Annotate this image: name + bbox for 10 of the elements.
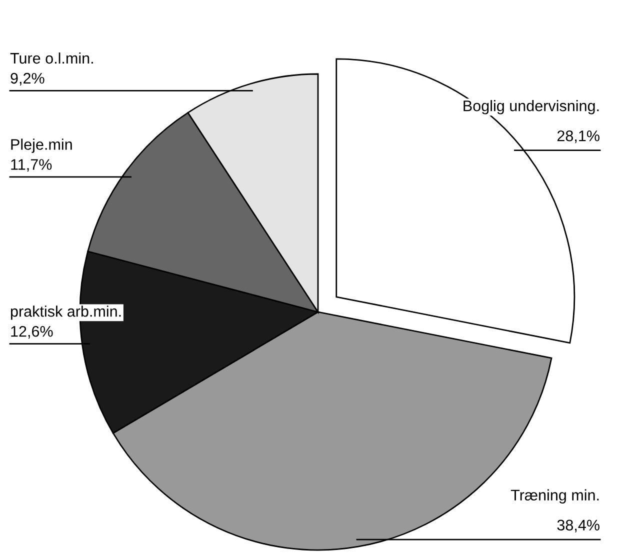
slice-label: Boglig undervisning. (464, 100, 599, 114)
data-label: 38,4% (557, 520, 600, 532)
data-label: 28,1% (557, 130, 600, 144)
slice-label: praktisk arb.min. (10, 306, 121, 320)
slice-label: Pleje.min (11, 138, 72, 153)
slice-label: Træning min. (510, 489, 599, 504)
data-label: 12,6% (11, 326, 53, 339)
data-label: 9,2% (10, 72, 44, 86)
data-label: 11,7% (11, 159, 52, 172)
slice-label: Ture o.l.min. (10, 52, 93, 64)
